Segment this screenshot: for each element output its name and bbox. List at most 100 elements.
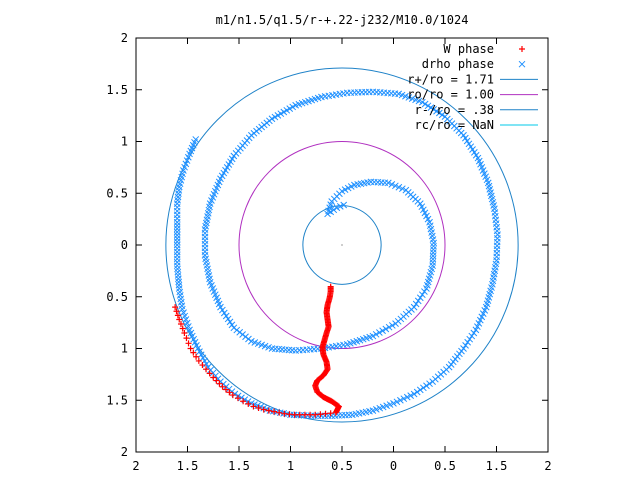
w-phase-point <box>240 398 247 405</box>
y-tick-label: 1.5 <box>106 83 128 97</box>
drho-point <box>414 297 422 305</box>
drho-point <box>173 248 181 256</box>
drho-point <box>464 338 472 346</box>
drho-point <box>173 255 181 263</box>
x-tick-label: 2 <box>544 459 551 473</box>
drho-point <box>333 204 341 212</box>
drho-point <box>372 330 380 338</box>
w-phase-point <box>296 411 303 418</box>
drho-point <box>416 294 424 302</box>
w-phase-point <box>229 392 236 399</box>
drho-point <box>412 300 420 308</box>
drho-point <box>402 186 410 194</box>
legend-label: r-/ro = .38 <box>415 103 494 117</box>
drho-point <box>307 412 315 420</box>
drho-point <box>407 392 415 399</box>
drho-point <box>220 309 228 317</box>
drho-point <box>397 396 404 404</box>
axis-ticks: 2 1.5 1.5 1 0.5 0 0.5 1.5 221.510.500.511.52 <box>106 31 551 473</box>
drho-point <box>330 206 338 214</box>
y-tick-label: 1 <box>121 135 128 149</box>
w-phase-point <box>307 411 314 418</box>
w-phase-point <box>174 312 181 319</box>
drho-point <box>173 222 181 229</box>
w-phase-point <box>193 353 200 360</box>
w-phase-point <box>210 374 217 381</box>
reference-circle <box>302 205 382 285</box>
w-phase-point <box>255 405 262 412</box>
drho-point <box>173 245 181 252</box>
legend-label: drho phase <box>422 57 494 71</box>
w-phase-point <box>234 395 241 402</box>
w-phase-point <box>317 411 324 418</box>
drho-point <box>376 329 383 336</box>
drho-point <box>429 249 437 257</box>
w-phase-point <box>222 386 229 393</box>
drho-point <box>336 203 344 210</box>
drho-point <box>173 238 181 246</box>
w-phase-point <box>213 377 220 384</box>
y-tick-label: 0.5 <box>106 186 128 200</box>
w-phase-point <box>250 403 257 410</box>
drho-point <box>173 231 181 239</box>
reference-circle <box>238 141 446 349</box>
y-tick-label: 2 <box>121 445 128 459</box>
w-phase-point <box>179 325 186 332</box>
drho-point <box>203 360 210 368</box>
drho-point <box>217 303 224 311</box>
legend-plus-sample <box>519 46 525 52</box>
w-phase-point <box>281 410 288 417</box>
drho-point <box>418 291 426 299</box>
drho-point <box>173 251 181 259</box>
x-tick-label: 1.5 <box>177 459 199 473</box>
drho-point <box>173 241 181 249</box>
drho-point <box>392 182 399 190</box>
x-tick-label: 0.5 <box>331 459 353 473</box>
x-tick-label: 0.5 <box>434 459 456 473</box>
w-phase-point <box>195 357 202 364</box>
w-phase-point <box>177 321 184 328</box>
w-phase-point <box>312 411 319 418</box>
w-phase-point <box>276 409 283 416</box>
w-phase-point <box>260 406 267 413</box>
w-phase-point <box>176 316 183 323</box>
drho-point <box>472 326 480 334</box>
x-tick-label: 1.5 <box>486 459 508 473</box>
drho-point <box>470 329 478 337</box>
drho-point <box>173 235 181 242</box>
drho-point <box>460 345 467 352</box>
drho-point <box>429 259 437 266</box>
w-phase-point <box>187 345 194 352</box>
drho-point <box>199 354 207 362</box>
reference-circles <box>165 67 519 423</box>
drho-point <box>466 335 474 343</box>
w-phase-point <box>226 389 233 396</box>
drho-point <box>426 380 433 388</box>
drho-point <box>311 412 318 420</box>
center-dot <box>341 244 343 246</box>
drho-point <box>410 390 418 398</box>
legend-label: ro/ro = 1.00 <box>407 88 494 102</box>
drho-point <box>196 348 203 355</box>
drho-point <box>429 252 437 260</box>
w-phase-point <box>199 362 206 369</box>
w-phase-point <box>206 370 213 377</box>
drho-point <box>413 388 421 396</box>
drho-point <box>388 322 396 329</box>
drho-point <box>385 323 393 331</box>
w-phase-point <box>172 304 179 311</box>
drho-point <box>430 242 437 250</box>
y-tick-label: 0 <box>121 238 128 252</box>
drho-point <box>429 255 437 263</box>
drho-point <box>475 320 483 327</box>
drho-point <box>226 318 234 326</box>
drho-point <box>400 395 408 403</box>
drho-point <box>224 315 232 323</box>
drho-point <box>420 384 427 392</box>
drho-point <box>379 327 386 335</box>
drho-point <box>340 201 348 209</box>
drho-point <box>481 306 489 314</box>
w-phase-point <box>327 410 334 417</box>
drho-point <box>197 351 205 359</box>
